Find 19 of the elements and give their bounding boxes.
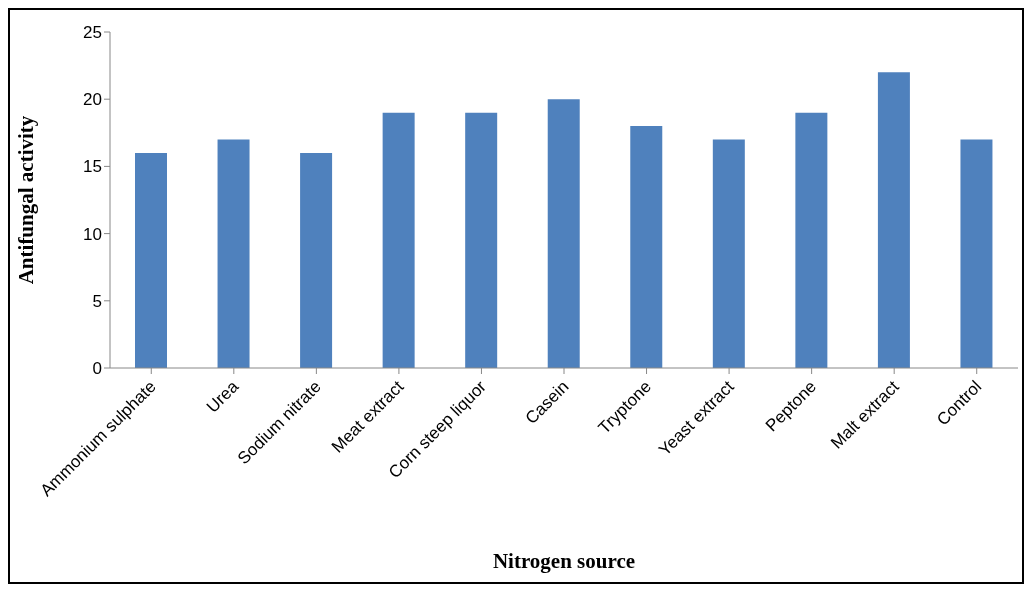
y-tick-label: 5	[92, 291, 102, 311]
bar	[960, 139, 993, 368]
bar	[795, 112, 828, 368]
y-tick-label: 20	[83, 90, 102, 110]
bar	[300, 152, 333, 368]
y-axis-title: Antifungal activity	[14, 115, 39, 285]
x-axis-title: Nitrogen source	[492, 549, 636, 573]
bar	[712, 139, 745, 368]
y-tick-label: 15	[83, 157, 102, 177]
bar	[877, 72, 910, 368]
bar	[630, 126, 663, 368]
bar	[465, 112, 498, 368]
bar	[217, 139, 250, 368]
y-tick-label: 10	[83, 224, 102, 244]
bar	[547, 99, 580, 368]
y-tick-label: 0	[92, 359, 102, 379]
y-tick-label: 25	[83, 23, 102, 43]
bar	[135, 152, 167, 368]
bar	[382, 112, 415, 368]
